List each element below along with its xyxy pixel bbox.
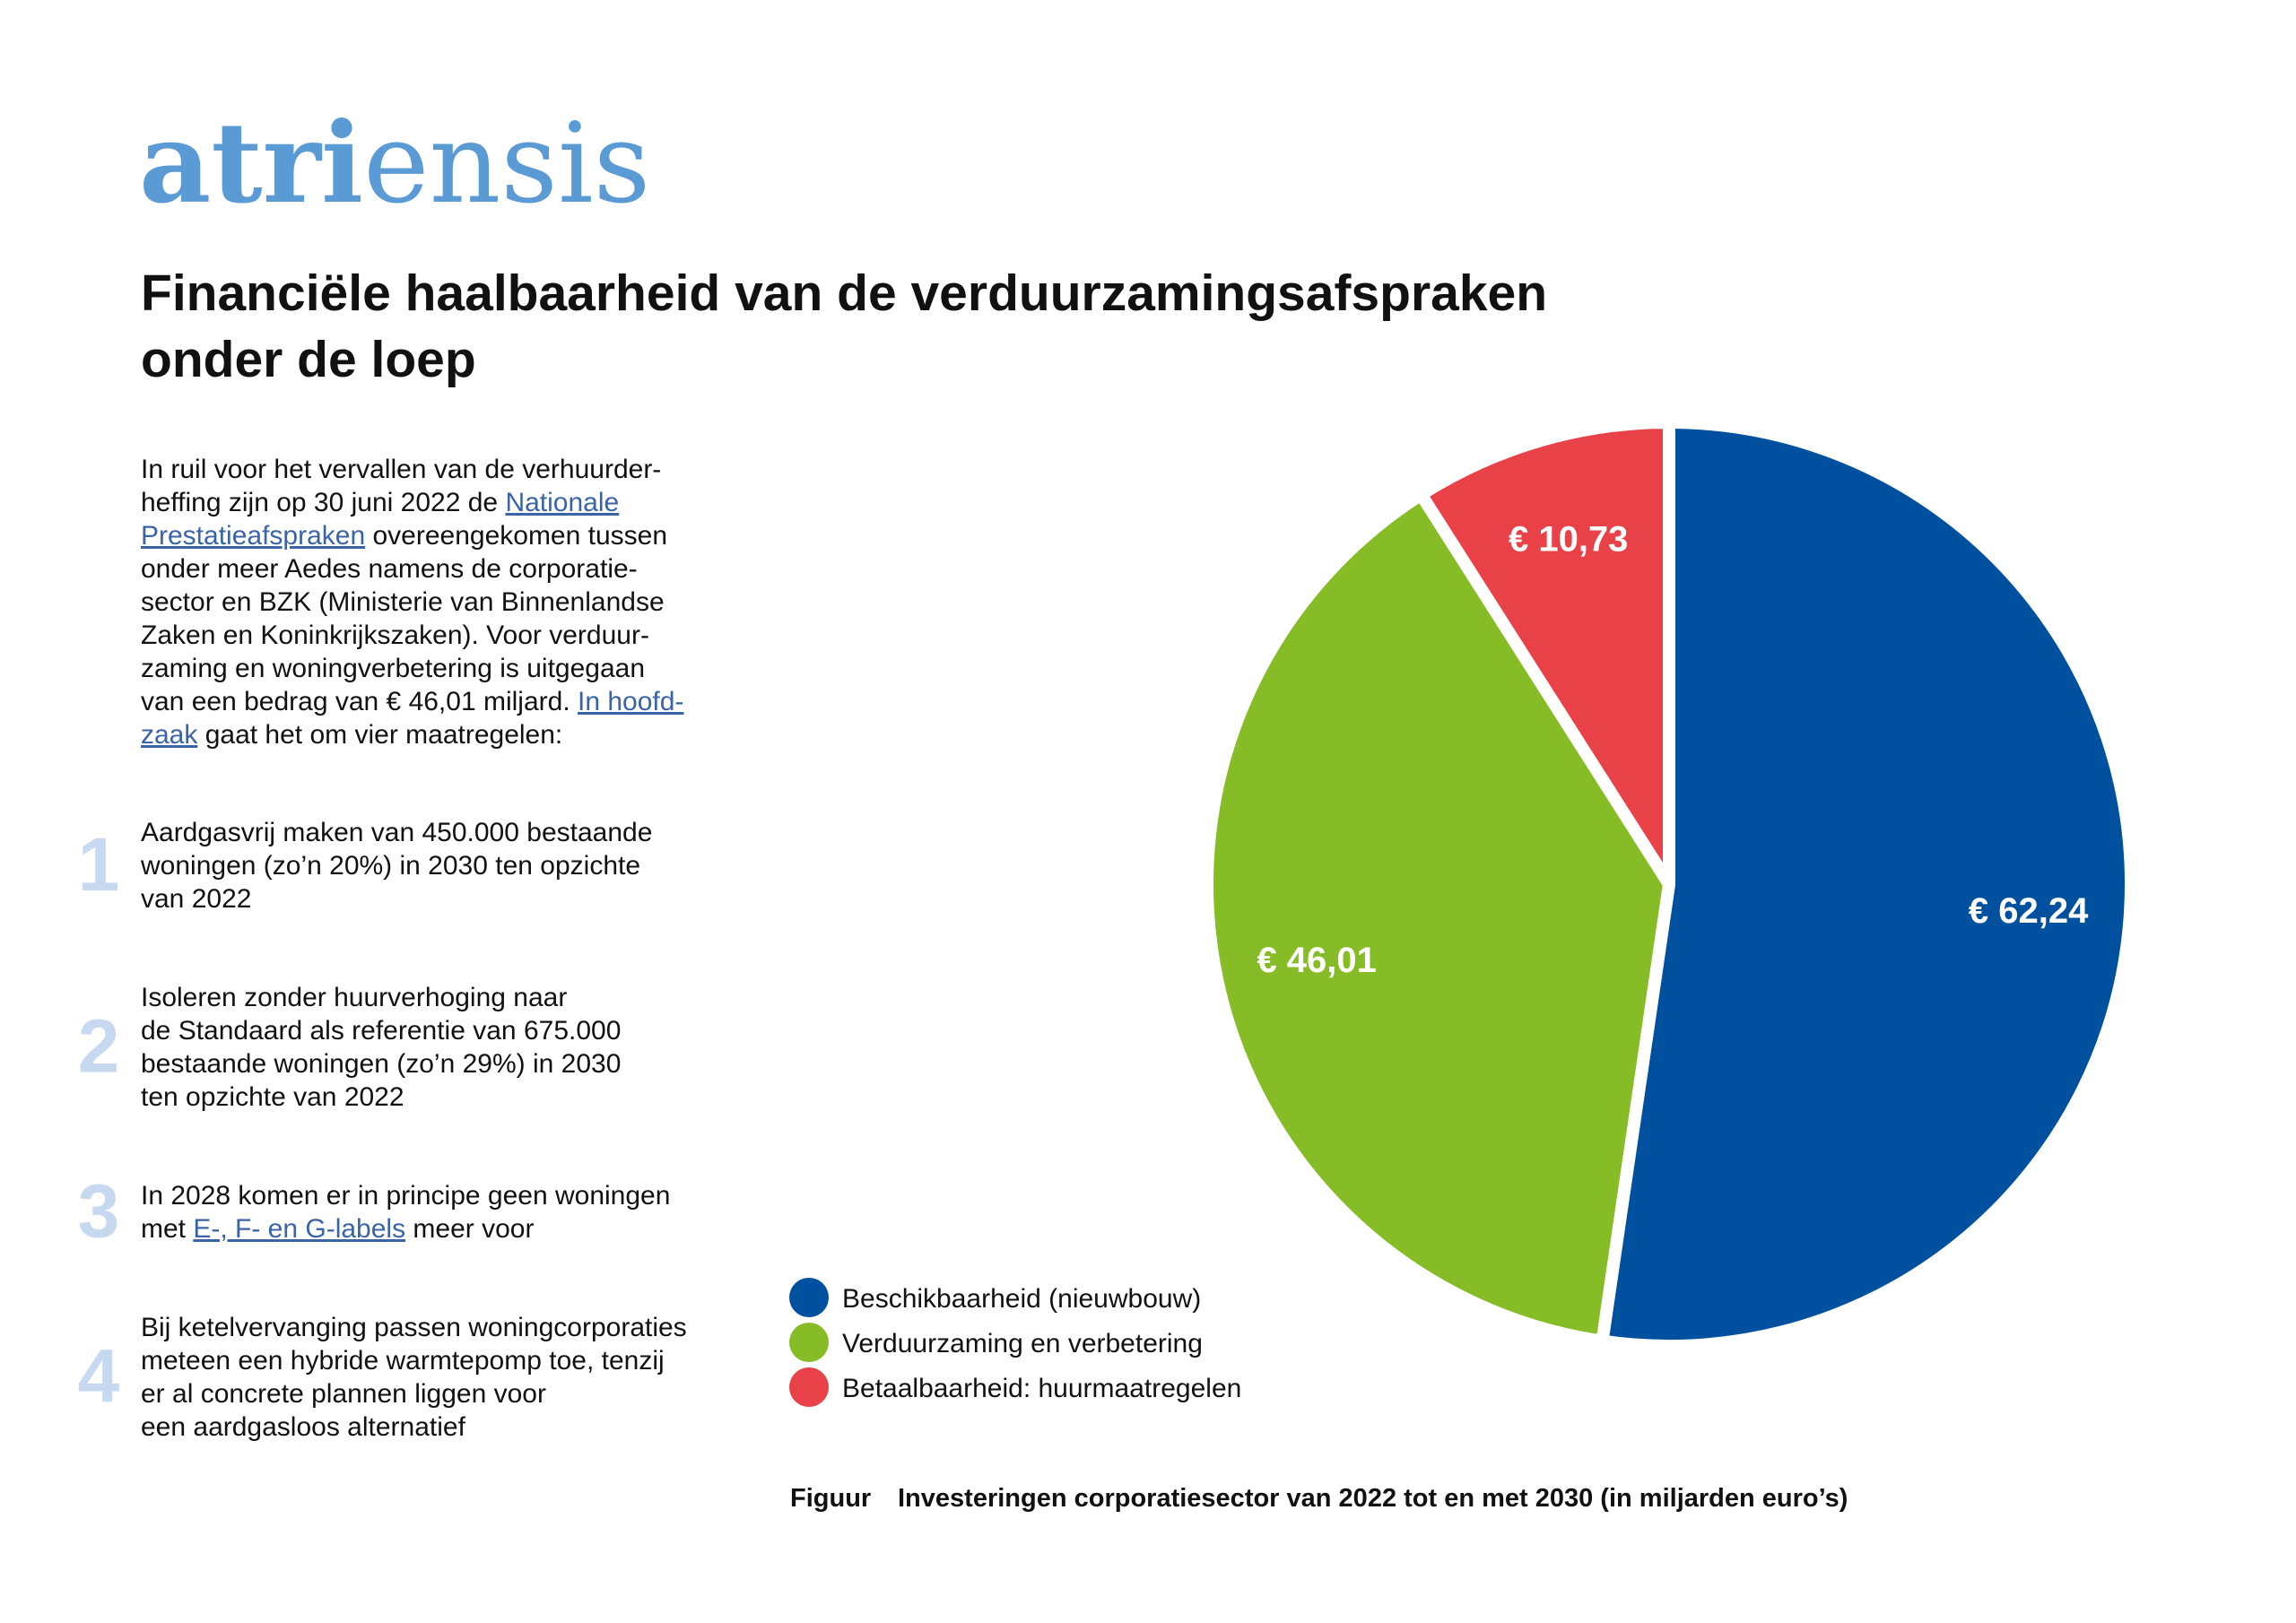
legend-label: Verduurzaming en verbetering bbox=[842, 1329, 1203, 1358]
item-number: 3 bbox=[78, 1169, 120, 1254]
text: overeengekomen tussen bbox=[365, 521, 667, 551]
link[interactable]: zaak bbox=[141, 720, 198, 750]
text: Zaken en Koninkrijkszaken). Voor verduur… bbox=[141, 621, 649, 650]
text-line: Prestatieafspraken overeengekomen tussen bbox=[141, 521, 667, 551]
legend-label: Betaalbaarheid: huurmaatregelen bbox=[842, 1374, 1241, 1403]
value-label: € 62,24 bbox=[1969, 891, 2089, 931]
item-number: 1 bbox=[78, 822, 120, 907]
legend-label: Beschikbaarheid (nieuwbouw) bbox=[842, 1284, 1201, 1314]
logo-bold: atri bbox=[139, 99, 363, 229]
text: de Standaard als referentie van 675.000 bbox=[141, 1016, 621, 1046]
text-line: zaak gaat het om vier maatregelen: bbox=[141, 720, 562, 750]
text: woningen (zo’n 20%) in 2030 ten opzichte bbox=[140, 851, 640, 881]
caption-label: Figuur bbox=[790, 1484, 871, 1513]
link[interactable]: Prestatieafspraken bbox=[141, 521, 365, 551]
text-line: woningen (zo’n 20%) in 2030 ten opzichte bbox=[140, 851, 640, 881]
link[interactable]: In hoofd- bbox=[578, 687, 683, 716]
text: gaat het om vier maatregelen: bbox=[197, 720, 562, 750]
title-line: onder de loep bbox=[141, 331, 476, 388]
text: meteen een hybride warmtepomp toe, tenzi… bbox=[141, 1346, 665, 1376]
text-line: heffing zijn op 30 juni 2022 de National… bbox=[141, 488, 619, 517]
text-line: Zaken en Koninkrijkszaken). Voor verduur… bbox=[141, 621, 649, 650]
item-number: 4 bbox=[78, 1334, 120, 1419]
text-line: Bij ketelvervanging passen woningcorpora… bbox=[141, 1313, 687, 1342]
legend-marker bbox=[789, 1278, 829, 1317]
text-line: Aardgasvrij maken van 450.000 bestaande bbox=[141, 818, 652, 847]
text-line: In ruil voor het vervallen van de verhuu… bbox=[141, 455, 661, 484]
text-line: In 2028 komen er in principe geen woning… bbox=[141, 1181, 670, 1211]
text-line: van een bedrag van € 46,01 miljard. In h… bbox=[141, 687, 683, 716]
text: In 2028 komen er in principe geen woning… bbox=[141, 1181, 670, 1211]
text: ten opzichte van 2022 bbox=[141, 1082, 404, 1112]
text-line: meteen een hybride warmtepomp toe, tenzi… bbox=[141, 1346, 665, 1376]
text: een aardgasloos alternatief bbox=[141, 1412, 466, 1442]
link[interactable]: Nationale bbox=[505, 488, 619, 517]
text-line: zaming en woningverbetering is uitgegaan bbox=[141, 654, 645, 683]
title-line: Financiële haalbaarheid van de verduurza… bbox=[141, 265, 1547, 322]
legend-marker bbox=[789, 1367, 829, 1407]
item-number: 2 bbox=[78, 1004, 120, 1089]
text: Bij ketelvervanging passen woningcorpora… bbox=[141, 1313, 687, 1342]
text: met bbox=[141, 1214, 193, 1244]
legend-marker bbox=[789, 1323, 829, 1362]
link[interactable]: E-, F- en G-labels bbox=[193, 1214, 405, 1244]
text-line: met E-, F- en G-labels meer voor bbox=[141, 1214, 534, 1244]
text: Aardgasvrij maken van 450.000 bestaande bbox=[141, 818, 652, 847]
caption: Investeringen corporatiesector van 2022 … bbox=[898, 1484, 1848, 1513]
text-line: van 2022 bbox=[141, 884, 251, 914]
text: heffing zijn op 30 juni 2022 de bbox=[141, 488, 505, 517]
text: bestaande woningen (zo’n 29%) in 2030 bbox=[141, 1049, 621, 1079]
logo-regular: ensis bbox=[363, 100, 650, 229]
text-line: ten opzichte van 2022 bbox=[141, 1082, 404, 1112]
text-line: bestaande woningen (zo’n 29%) in 2030 bbox=[141, 1049, 621, 1079]
text: onder meer Aedes namens de corporatie- bbox=[141, 554, 638, 584]
text-line: er al concrete plannen liggen voor bbox=[141, 1379, 546, 1409]
text: van 2022 bbox=[141, 884, 251, 914]
text: meer voor bbox=[405, 1214, 534, 1244]
pie-slice bbox=[1596, 416, 2137, 1352]
text-line: Isoleren zonder huurverhoging naar bbox=[141, 983, 567, 1012]
value-label: € 10,73 bbox=[1509, 519, 1628, 559]
text: van een bedrag van € 46,01 miljard. bbox=[141, 687, 578, 716]
logo: atriensis bbox=[139, 99, 650, 229]
text-line: sector en BZK (Ministerie van Binnenland… bbox=[141, 587, 665, 617]
value-label: € 46,01 bbox=[1257, 941, 1376, 980]
text: er al concrete plannen liggen voor bbox=[141, 1379, 546, 1409]
text-line: de Standaard als referentie van 675.000 bbox=[141, 1016, 621, 1046]
pie-slice bbox=[1414, 416, 1675, 890]
text-line: onder meer Aedes namens de corporatie- bbox=[141, 554, 638, 584]
text-line: een aardgasloos alternatief bbox=[141, 1412, 466, 1442]
text: In ruil voor het vervallen van de verhuu… bbox=[141, 455, 661, 484]
text: Isoleren zonder huurverhoging naar bbox=[141, 983, 567, 1012]
text: sector en BZK (Ministerie van Binnenland… bbox=[141, 587, 665, 617]
text: zaming en woningverbetering is uitgegaan bbox=[141, 654, 645, 683]
